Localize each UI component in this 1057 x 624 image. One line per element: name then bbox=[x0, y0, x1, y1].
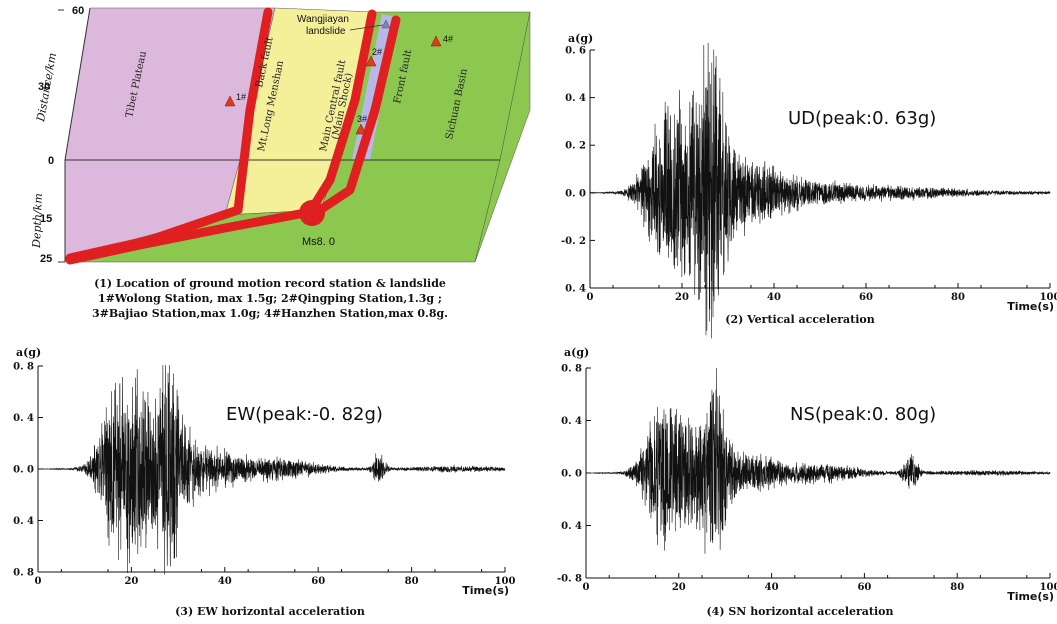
ud-acceleration-series bbox=[589, 42, 1051, 339]
ud-x-tick-label: 60 bbox=[859, 292, 873, 303]
depth-axis-label: Depth/km bbox=[30, 193, 45, 249]
ns-y-axis-label: a(g) bbox=[564, 346, 589, 359]
ud-peak-annotation: UD(peak:0. 63g) bbox=[788, 108, 936, 129]
ew-y-axis-label: a(g) bbox=[16, 346, 41, 359]
ns-x-tick-label: 80 bbox=[950, 582, 964, 593]
ew-acceleration-chart: 0. 8 0. 4 0. 0 0. 4 0. 8 0 20 40 60 80 100 a(g) Time… bbox=[0, 340, 525, 624]
ns-y-tick-label: 0. 4 bbox=[561, 416, 582, 427]
ud-x-tick-label: 20 bbox=[675, 292, 689, 303]
map-tick-25: 25 bbox=[40, 253, 52, 265]
ew-x-tick-label: 40 bbox=[218, 576, 232, 587]
ew-acceleration-series bbox=[37, 365, 506, 575]
ew-y-tick-label: 0. 8 bbox=[13, 568, 34, 579]
map-caption: (1) Location of ground motion record sta… bbox=[40, 276, 500, 321]
station-2-marker bbox=[365, 55, 377, 67]
ew-x-tick-label: 80 bbox=[405, 576, 419, 587]
station-2-label: 2# bbox=[372, 47, 382, 57]
ew-peak-annotation: EW(peak:-0. 82g) bbox=[226, 404, 383, 425]
ew-y-tick-label: 0. 4 bbox=[13, 413, 34, 424]
ns-acceleration-chart: 0. 8 0. 4 0. 0 0. 4 -0. 8 0 20 40 60 80 100 a(g) Tim… bbox=[540, 340, 1057, 624]
ns-x-tick-label: 100 bbox=[1040, 582, 1057, 593]
ns-x-tick-label: 0 bbox=[583, 582, 590, 593]
ud-y-tick-label: 0. 0 bbox=[565, 188, 586, 199]
ns-acceleration-series bbox=[585, 367, 1051, 554]
ns-chart-svg: 0. 8 0. 4 0. 0 0. 4 -0. 80 20 40 60 80 100 a(g) Tim… bbox=[557, 346, 1057, 603]
ns-peak-annotation: NS(peak:0. 80g) bbox=[790, 404, 936, 425]
ud-chart-title: (2) Vertical acceleration bbox=[725, 313, 875, 326]
ew-x-tick-label: 0 bbox=[35, 576, 42, 587]
block-diagram-svg: 60 30 0 15 25 Distance/km Depth/km Tibet… bbox=[30, 5, 531, 265]
ns-x-tick-label: 60 bbox=[857, 582, 871, 593]
ns-y-tick-label: 0. 4 bbox=[561, 521, 582, 532]
ns-y-tick-label: -0. 8 bbox=[557, 574, 582, 585]
landslide-marker bbox=[381, 19, 391, 29]
ud-x-tick-label: 40 bbox=[767, 292, 781, 303]
ud-y-tick-label: 0. 2 bbox=[565, 141, 586, 152]
map-tick-60: 60 bbox=[72, 5, 84, 17]
ew-y-tick-label: 0. 8 bbox=[13, 362, 34, 373]
station-3-label: 3# bbox=[357, 114, 367, 124]
epicenter-marker bbox=[299, 200, 325, 226]
landslide-label-line1: Wangjiayan bbox=[297, 14, 349, 25]
ns-y-tick-label: 0. 8 bbox=[561, 364, 582, 375]
ew-x-tick-label: 100 bbox=[495, 576, 516, 587]
landslide-label-line2: landslide bbox=[306, 26, 346, 37]
ud-y-tick-label: -0. 2 bbox=[561, 236, 586, 247]
ew-y-tick-label: 0. 0 bbox=[13, 465, 34, 476]
station-1-marker bbox=[224, 95, 236, 107]
ud-chart-svg: 0. 60. 40. 20. 0-0. 20. 40 20 40 60 80 100a(g… bbox=[561, 32, 1057, 339]
ns-chart-title: (4) SN horizontal acceleration bbox=[706, 605, 894, 618]
map-tick-0: 0 bbox=[48, 155, 54, 167]
fault-block-diagram: 60 30 0 15 25 Distance/km Depth/km Tibet… bbox=[0, 0, 531, 330]
station-1-label: 1# bbox=[236, 92, 246, 102]
station-4-marker bbox=[430, 35, 442, 47]
ew-chart-title: (3) EW horizontal acceleration bbox=[175, 605, 365, 618]
ud-y-tick-label: 0. 6 bbox=[565, 46, 586, 57]
ew-x-tick-label: 60 bbox=[311, 576, 325, 587]
ud-y-tick-label: 0. 4 bbox=[565, 284, 586, 295]
epicenter-label: Ms8. 0 bbox=[302, 236, 335, 248]
station-4-label: 4# bbox=[443, 34, 453, 44]
map-caption-line-3: 3#Bajiao Station,max 1.0g; 4#Hanzhen Sta… bbox=[91, 307, 449, 320]
map-tick-15: 15 bbox=[40, 213, 52, 225]
right-side-face bbox=[474, 11, 531, 263]
ud-y-axis-label: a(g) bbox=[568, 32, 593, 45]
ud-x-axis-label: Time(s) bbox=[1007, 300, 1054, 313]
ew-x-axis-label: Time(s) bbox=[462, 584, 509, 597]
map-caption-line-2: 1#Wolong Station, max 1.5g; 2#Qingping S… bbox=[98, 292, 442, 305]
map-tick-30: 30 bbox=[38, 81, 50, 93]
ns-y-tick-label: 0. 0 bbox=[561, 469, 582, 480]
station-3-marker bbox=[355, 123, 367, 135]
front-fault-line bbox=[315, 15, 401, 215]
ud-x-tick-label: 100 bbox=[1040, 292, 1057, 303]
ud-acceleration-chart: 0. 6 0. 4 0. 2 0. 0 -0. 2 0. 4 0 20 40 60 80 100 a(g… bbox=[540, 28, 1057, 339]
map-caption-line-1: (1) Location of ground motion record sta… bbox=[94, 277, 446, 290]
ns-x-tick-label: 40 bbox=[765, 582, 779, 593]
ew-x-tick-label: 20 bbox=[124, 576, 138, 587]
ns-x-tick-label: 20 bbox=[672, 582, 686, 593]
ns-x-axis-label: Time(s) bbox=[1007, 590, 1054, 603]
ud-y-tick-label: 0. 4 bbox=[565, 93, 586, 104]
ew-y-tick-label: 0. 4 bbox=[13, 516, 34, 527]
ud-x-tick-label: 0 bbox=[587, 292, 594, 303]
ud-x-tick-label: 80 bbox=[951, 292, 965, 303]
ew-chart-svg: 0. 80. 40. 00. 40. 80 20 40 60 80 100a(g)Time… bbox=[13, 346, 516, 597]
